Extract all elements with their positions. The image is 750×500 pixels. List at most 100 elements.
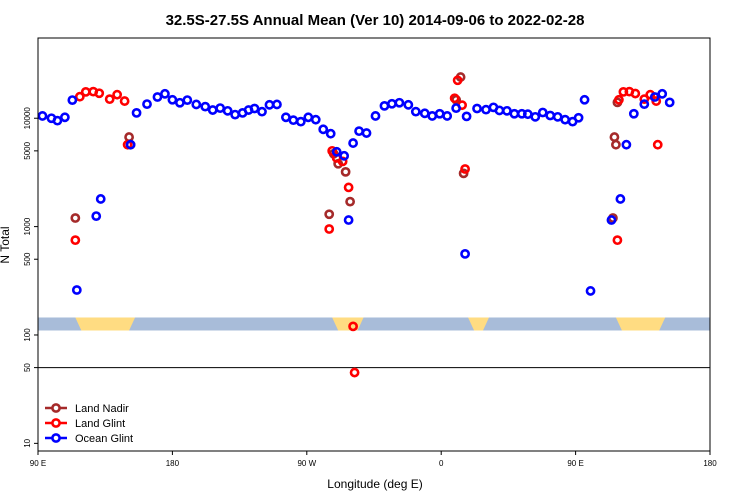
y-tick-label: 5000 [23, 141, 32, 159]
y-axis-label: N Total [0, 226, 12, 263]
point-ocean-glint [481, 104, 491, 115]
point-ocean-glint [59, 112, 70, 123]
point-ocean-glint [215, 103, 226, 114]
point-ocean-glint [657, 88, 668, 99]
y-tick-label: 100 [23, 328, 32, 342]
point-ocean-glint [303, 112, 314, 123]
legend-label-land-glint: Land Glint [75, 418, 125, 430]
point-ocean-glint [131, 108, 142, 118]
point-ocean-glint [460, 248, 470, 259]
map-strip [38, 317, 710, 331]
point-ocean-glint [442, 111, 453, 121]
y-tick-label: 50 [23, 363, 32, 372]
point-land-glint [348, 321, 358, 332]
point-land-glint [324, 224, 335, 234]
point-ocean-glint [167, 94, 178, 105]
point-ocean-glint [394, 97, 405, 108]
point-ocean-glint [331, 146, 342, 157]
point-land-glint [119, 96, 130, 106]
point-ocean-glint [318, 124, 329, 135]
point-ocean-glint [152, 92, 163, 102]
point-land-glint [74, 91, 85, 102]
y-tick-label: 10 [23, 438, 32, 447]
point-ocean-glint [628, 108, 639, 119]
point-ocean-glint [560, 114, 571, 125]
point-land-glint [652, 139, 663, 150]
point-land-glint [630, 88, 641, 99]
legend-marker-land-nadir [51, 403, 61, 413]
point-ocean-glint [71, 285, 82, 295]
point-ocean-glint [95, 194, 106, 204]
point-land-nadir [124, 132, 134, 142]
point-ocean-glint [67, 95, 78, 106]
point-ocean-glint [288, 115, 299, 126]
x-tick-label: 90 E [30, 459, 46, 468]
point-ocean-glint [52, 115, 63, 126]
point-ocean-glint [37, 111, 48, 121]
point-ocean-glint [207, 105, 218, 115]
point-ocean-glint [472, 103, 482, 114]
point-ocean-glint [664, 97, 675, 108]
point-ocean-glint [343, 215, 354, 225]
point-land-nadir [324, 209, 335, 220]
point-ocean-glint [142, 99, 152, 110]
point-land-glint [460, 164, 470, 174]
x-axis-ticks: 90 E 180 90 W 0 90 E 180 [30, 451, 717, 468]
point-ocean-glint [530, 111, 541, 122]
legend-marker-ocean-glint [51, 433, 61, 443]
legend-label-ocean-glint: Ocean Glint [75, 433, 133, 445]
point-ocean-glint [649, 92, 660, 102]
point-land-glint [639, 94, 650, 105]
point-ocean-glint [310, 114, 321, 125]
map-strip-land [75, 317, 136, 331]
point-ocean-glint [257, 106, 267, 117]
x-tick-label: 180 [703, 459, 717, 468]
point-ocean-glint [419, 108, 430, 119]
x-axis-label: Longitude (deg E) [327, 477, 422, 491]
x-tick-label: 180 [166, 459, 180, 468]
point-ocean-glint [160, 88, 170, 99]
point-ocean-glint [461, 111, 472, 122]
legend-label-land-nadir: Land Nadir [75, 403, 129, 415]
point-ocean-glint [222, 105, 233, 116]
point-ocean-glint [451, 103, 462, 114]
point-ocean-glint [91, 211, 102, 222]
point-ocean-glint [280, 112, 291, 123]
point-land-glint [327, 145, 338, 156]
point-land-glint [70, 235, 81, 246]
point-land-nadir [611, 139, 621, 150]
map-strip-land [615, 317, 666, 331]
map-strip-ocean [38, 317, 710, 331]
point-ocean-glint [545, 110, 556, 121]
point-ocean-glint [621, 139, 632, 150]
point-ocean-glint [639, 99, 650, 110]
point-ocean-glint [354, 126, 364, 137]
point-ocean-glint [615, 194, 626, 204]
point-ocean-glint [410, 106, 421, 117]
point-ocean-glint [579, 94, 590, 105]
chart-title: 32.5S-27.5S Annual Mean (Ver 10) 2014-09… [166, 12, 585, 29]
point-ocean-glint [509, 108, 520, 119]
point-ocean-glint [174, 97, 185, 108]
plot-points [37, 72, 675, 378]
point-land-glint [452, 75, 463, 86]
point-ocean-glint [434, 108, 445, 119]
point-land-glint [112, 89, 123, 100]
point-ocean-glint [272, 99, 282, 110]
point-land-glint [349, 367, 360, 378]
point-ocean-glint [295, 116, 306, 127]
point-ocean-glint [537, 107, 548, 118]
point-ocean-glint [182, 95, 193, 106]
point-ocean-glint [125, 139, 136, 150]
y-tick-label: 10000 [23, 107, 32, 130]
x-tick-label: 0 [439, 459, 444, 468]
point-ocean-glint [230, 109, 241, 120]
point-ocean-glint [585, 286, 596, 296]
point-ocean-glint [325, 128, 336, 139]
point-land-glint [94, 88, 105, 99]
y-tick-label: 1000 [23, 217, 32, 235]
point-ocean-glint [403, 99, 414, 110]
legend-marker-land-glint [51, 418, 61, 428]
x-tick-label: 90 E [567, 459, 583, 468]
